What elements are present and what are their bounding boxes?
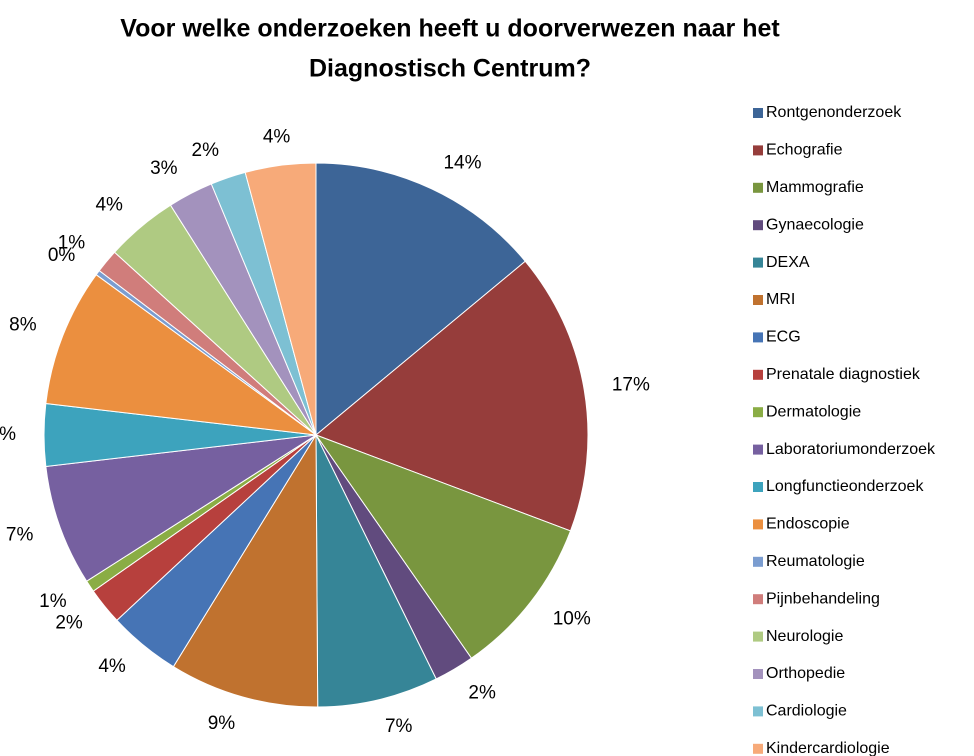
legend-label: Echografie — [766, 142, 843, 159]
legend-swatch — [753, 295, 763, 305]
legend-swatch — [753, 594, 763, 605]
pie-slice — [45, 274, 318, 436]
legend-label: Orthopedie — [766, 665, 845, 682]
pie-slice — [315, 260, 589, 532]
chart-title: Diagnostisch Centrum? — [309, 55, 591, 83]
data-label: 2% — [468, 682, 496, 703]
data-label: 3% — [150, 158, 178, 179]
legend-swatch — [753, 257, 763, 268]
legend-swatch — [753, 145, 763, 156]
legend-label: Reumatologie — [766, 553, 865, 570]
legend-swatch — [753, 369, 763, 380]
legend-label: Rontgenonderzoek — [766, 104, 902, 121]
pie-slice — [314, 433, 572, 659]
legend-label: Pijnbehandeling — [766, 590, 880, 607]
pie-slice — [45, 434, 317, 582]
data-label: 1% — [39, 591, 67, 612]
pie-slice — [244, 162, 317, 436]
pie-slice — [172, 433, 319, 708]
legend-swatch — [753, 482, 763, 492]
data-label: 4% — [263, 127, 291, 148]
pie-slice — [315, 162, 526, 437]
data-label: 9% — [208, 713, 236, 734]
legend-swatch — [753, 556, 763, 567]
data-label: 7% — [6, 525, 34, 546]
legend-swatch — [753, 407, 763, 418]
legend-label: Gynaecologie — [766, 216, 864, 233]
legend-swatch — [753, 669, 763, 679]
legend-swatch — [753, 332, 763, 343]
legend-label: Kindercardiologie — [766, 740, 890, 756]
legend-swatch — [753, 743, 763, 754]
legend-swatch — [753, 108, 763, 118]
legend-label: DEXA — [766, 254, 810, 271]
legend-swatch — [753, 444, 763, 455]
data-label: 8% — [9, 315, 37, 336]
legend-label: MRI — [766, 291, 795, 308]
data-label: 7% — [385, 716, 413, 737]
data-label: 2% — [192, 140, 220, 161]
data-label: 0% — [48, 245, 76, 266]
legend-label: Longfunctieonderzoek — [766, 478, 924, 495]
data-label: 17% — [612, 374, 650, 395]
data-label: 4% — [95, 194, 123, 215]
legend-swatch — [753, 631, 763, 642]
legend-label: Prenatale diagnostiek — [766, 366, 921, 383]
legend-swatch — [753, 220, 763, 231]
data-label: 4% — [98, 656, 126, 677]
data-label: 1% — [58, 232, 86, 253]
data-label: 10% — [553, 608, 591, 629]
data-label: 2% — [55, 613, 83, 634]
legend-label: Dermatologie — [766, 403, 861, 420]
data-label: 14% — [443, 152, 481, 173]
legend-swatch — [753, 519, 763, 530]
legend-swatch — [753, 706, 763, 717]
legend-label: Endoscopie — [766, 516, 850, 533]
data-label: 4% — [0, 424, 16, 445]
legend-label: Neurologie — [766, 628, 843, 645]
chart-title: Voor welke onderzoeken heeft u doorverwe… — [120, 15, 780, 43]
legend-label: ECG — [766, 329, 801, 346]
legend-label: Mammografie — [766, 179, 864, 196]
legend-swatch — [753, 182, 763, 193]
legend-label: Laboratoriumonderzoek — [766, 441, 936, 458]
legend-label: Cardiologie — [766, 703, 847, 720]
pie-slice — [315, 434, 437, 708]
